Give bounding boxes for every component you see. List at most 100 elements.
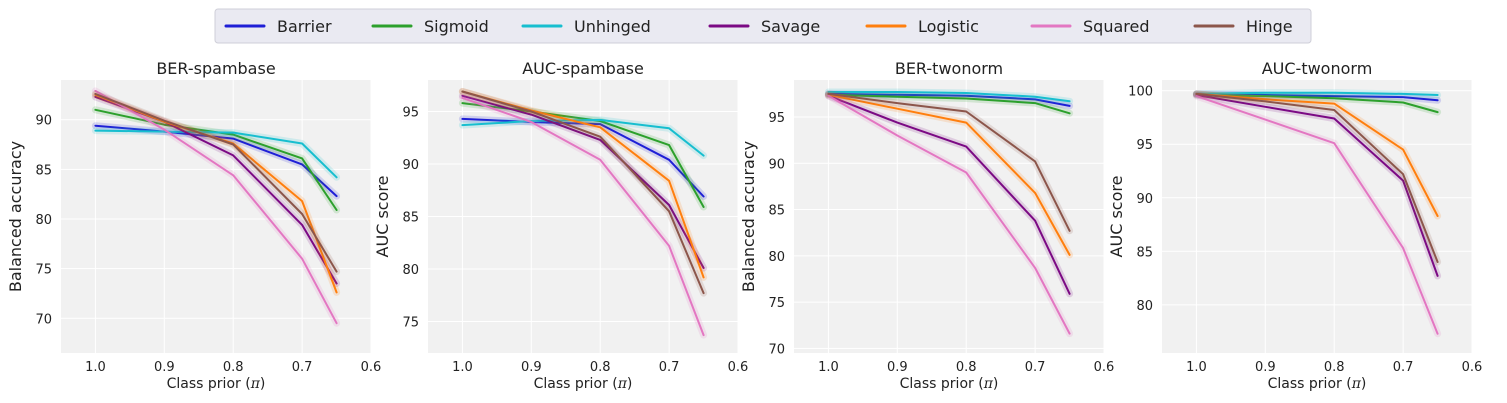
x-axis-label: Class prior (π) — [1268, 376, 1367, 392]
x-axis-label-symbol: π — [617, 376, 628, 392]
y-tick-label: 90 — [768, 157, 785, 172]
x-tick-label: 1.0 — [452, 360, 473, 375]
x-tick-label: 0.7 — [1025, 360, 1046, 375]
series-line-squared — [461, 96, 705, 337]
plot-area — [61, 80, 371, 353]
y-tick-label: 85 — [402, 211, 419, 226]
y-tick-label: 80 — [1136, 299, 1153, 314]
series-line-sigmoid — [94, 108, 338, 211]
x-tick-label: 0.6 — [728, 360, 749, 375]
y-tick-label: 95 — [402, 106, 419, 121]
x-axis-label-close: ) — [627, 376, 632, 392]
legend: Barrier Sigmoid Unhinged Savage Logistic Squa… — [214, 8, 1312, 44]
y-tick-label: 80 — [35, 213, 52, 228]
y-tick-label: 70 — [35, 312, 52, 327]
series-line-hinge — [1195, 92, 1439, 263]
series-line-squared — [1195, 95, 1439, 335]
x-axis-label-text: Class prior ( — [1268, 376, 1352, 392]
y-tick-label: 95 — [768, 111, 785, 126]
series-line-sigmoid — [1195, 94, 1439, 114]
x-tick-label: 0.8 — [223, 360, 244, 375]
legend-label-barrier: Barrier — [277, 17, 332, 36]
x-axis-label: Class prior (π) — [900, 376, 999, 392]
legend-label-squared: Squared — [1083, 17, 1149, 36]
x-axis-label-close: ) — [993, 376, 998, 392]
x-axis-label-close: ) — [260, 376, 265, 392]
series-line-sigmoid — [827, 93, 1071, 115]
series-line-logistic — [1195, 92, 1439, 217]
x-axis-label: Class prior (π) — [534, 376, 633, 392]
x-axis-label-symbol: π — [983, 376, 994, 392]
x-tick-label: 0.7 — [292, 360, 313, 375]
chart-title: AUC-twonorm — [1262, 59, 1373, 78]
x-tick-label: 0.6 — [361, 360, 382, 375]
chart-title: BER-spambase — [156, 59, 275, 78]
y-tick-label: 85 — [35, 163, 52, 178]
x-axis-label-symbol: π — [1351, 376, 1362, 392]
series-line-logistic — [827, 93, 1071, 256]
legend-label-logistic: Logistic — [918, 17, 979, 36]
y-tick-label: 85 — [1136, 245, 1153, 260]
y-tick-label: 85 — [768, 204, 785, 219]
legend-frame — [214, 8, 1312, 44]
y-tick-label: 90 — [1136, 192, 1153, 207]
y-tick-label: 75 — [768, 296, 785, 311]
x-axis-label: Class prior (π) — [167, 376, 266, 392]
x-tick-label: 0.6 — [1094, 360, 1115, 375]
series-line-unhinged — [1195, 91, 1439, 96]
legend-label-hinge: Hinge — [1246, 17, 1293, 36]
y-tick-label: 90 — [402, 158, 419, 173]
x-tick-label: 0.7 — [659, 360, 680, 375]
x-tick-label: 0.8 — [590, 360, 611, 375]
y-tick-label: 75 — [402, 316, 419, 331]
legend-label-sigmoid: Sigmoid — [424, 17, 489, 36]
x-tick-label: 0.8 — [1324, 360, 1345, 375]
x-tick-label: 0.7 — [1393, 360, 1414, 375]
y-axis-label: Balanced accuracy — [739, 141, 758, 292]
series-line-barrier — [461, 117, 705, 198]
y-tick-label: 70 — [768, 342, 785, 357]
plot-area — [794, 80, 1104, 353]
x-tick-label: 1.0 — [85, 360, 106, 375]
x-tick-label: 0.6 — [1462, 360, 1483, 375]
y-tick-label: 80 — [768, 250, 785, 265]
chart-panel-3: 1.0 0.9 0.8 0.7 0.6 70 75 80 85 90 95 BER-twonorm Cl… — [739, 59, 1114, 392]
x-axis-label-symbol: π — [250, 376, 261, 392]
x-axis-label-text: Class prior ( — [534, 376, 618, 392]
x-axis-label-text: Class prior ( — [167, 376, 251, 392]
y-tick-label: 100 — [1128, 85, 1153, 100]
series-line-barrier — [1195, 92, 1439, 102]
y-axis-label: AUC score — [1107, 176, 1126, 258]
chart-panel-4: 1.0 0.9 0.8 0.7 0.6 80 85 90 95 100 AUC-twonorm Cla… — [1107, 59, 1482, 392]
chart-panel-2: 1.0 0.9 0.8 0.7 0.6 75 80 85 90 95 AUC-spambase Cla… — [373, 59, 748, 392]
series-line-savage — [461, 94, 705, 269]
series-line-hinge — [94, 92, 338, 273]
x-tick-label: 0.8 — [956, 360, 977, 375]
series-line-hinge — [461, 90, 705, 295]
y-tick-label: 95 — [1136, 138, 1153, 153]
series-line-savage — [1195, 94, 1439, 277]
y-axis-label: Balanced accuracy — [6, 141, 25, 292]
x-tick-label: 0.9 — [887, 360, 908, 375]
chart-title: AUC-spambase — [522, 59, 644, 78]
y-tick-label: 75 — [35, 263, 52, 278]
x-axis-label-text: Class prior ( — [900, 376, 984, 392]
series-line-savage — [827, 94, 1071, 295]
series-line-barrier — [827, 92, 1071, 107]
chart-panel-1: 1.0 0.9 0.8 0.7 0.6 70 75 80 85 90 BER-spambase Cla… — [6, 59, 381, 392]
x-tick-label: 1.0 — [1186, 360, 1207, 375]
series-line-squared — [94, 89, 338, 325]
y-axis-label: AUC score — [373, 176, 392, 258]
y-tick-label: 90 — [35, 114, 52, 129]
x-axis-label-close: ) — [1361, 376, 1366, 392]
series-line-unhinged — [461, 118, 705, 157]
x-tick-label: 0.9 — [154, 360, 175, 375]
series-line-unhinged — [94, 129, 338, 179]
x-tick-label: 1.0 — [818, 360, 839, 375]
legend-label-savage: Savage — [761, 17, 820, 36]
series-line-unhinged — [827, 91, 1071, 103]
x-tick-label: 0.9 — [1255, 360, 1276, 375]
chart-title: BER-twonorm — [895, 59, 1003, 78]
series-line-squared — [827, 94, 1071, 335]
